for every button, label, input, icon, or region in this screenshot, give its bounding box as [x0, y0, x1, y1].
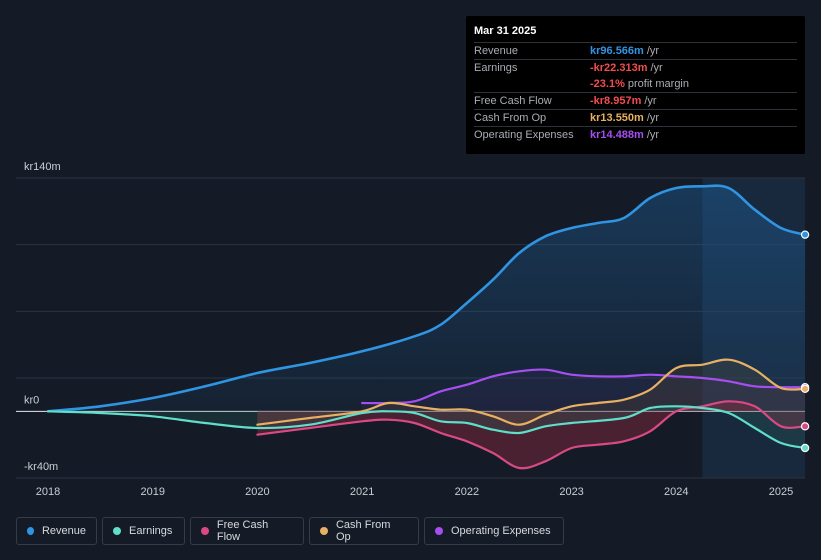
legend-opex[interactable]: Operating Expenses	[424, 517, 564, 545]
tooltip-cfo-label: Cash From Op	[474, 112, 547, 124]
series-end-dot-cfo	[800, 384, 810, 394]
y-tick-label: kr140m	[24, 161, 61, 173]
tooltip-panel: Mar 31 2025 Revenue kr96.566m /yr Earnin…	[466, 16, 805, 154]
area-earnings	[48, 406, 806, 448]
series-line-cfo	[256, 358, 807, 426]
series-line-revenue	[46, 184, 807, 413]
x-tick-label: 2018	[36, 486, 60, 498]
series-end-dot-earnings	[800, 443, 810, 453]
x-tick-label: 2022	[455, 486, 479, 498]
legend-opex-dot-icon	[435, 527, 443, 535]
series-line-fcf	[256, 400, 807, 470]
series-end-dot-revenue	[800, 230, 810, 239]
tooltip-opex-label: Operating Expenses	[474, 129, 574, 141]
legend-fcf-dot-icon	[201, 527, 209, 535]
legend-revenue-dot-icon	[27, 527, 34, 535]
x-tick-label: 2025	[769, 486, 793, 498]
legend-earnings-label: Earnings	[129, 525, 173, 537]
tooltip-date: Mar 31 2025	[474, 25, 537, 37]
tooltip-fcf-unit: /yr	[644, 95, 657, 107]
tooltip-cfo-unit: /yr	[646, 112, 660, 124]
area-revenue	[48, 185, 806, 412]
area-opex	[362, 369, 806, 412]
x-tick-label: 2021	[350, 486, 374, 498]
legend-opex-label: Operating Expenses	[451, 525, 551, 537]
tooltip-fcf-value: -kr8.957m	[590, 95, 642, 107]
x-tick-label: 2024	[664, 486, 688, 498]
tooltip-revenue-label: Revenue	[474, 45, 519, 57]
tooltip-margin-value: -23.1%	[590, 78, 625, 90]
y-tick-label: kr0	[24, 394, 39, 406]
y-tick-label: -kr40m	[24, 461, 58, 473]
x-tick-label: 2020	[245, 486, 269, 498]
tooltip-earnings-value: -kr22.313m	[590, 62, 648, 74]
legend-revenue-label: Revenue	[41, 525, 86, 537]
legend-earnings[interactable]: Earnings	[102, 517, 185, 545]
tooltip-fcf-label: Free Cash Flow	[474, 95, 552, 107]
legend-cfo-label: Cash From Op	[335, 519, 391, 543]
legend-earnings-dot-icon	[113, 527, 121, 535]
tooltip-revenue-unit: /yr	[646, 45, 660, 57]
tooltip-cfo-value: kr13.550m	[590, 112, 644, 124]
legend-fcf-label: Free Cash Flow	[216, 519, 269, 543]
x-tick-label: 2023	[559, 486, 583, 498]
series-line-opex	[361, 368, 807, 405]
legend-cfo[interactable]: Cash From Op	[309, 517, 419, 545]
area-fcf	[257, 401, 806, 469]
legend-fcf[interactable]: Free Cash Flow	[190, 517, 304, 545]
series-line-earnings	[46, 405, 807, 450]
legend-revenue[interactable]: Revenue	[16, 517, 97, 545]
tooltip-earnings-unit: /yr	[650, 62, 663, 74]
tooltip-opex-value: kr14.488m	[590, 129, 644, 141]
legend-cfo-dot-icon	[320, 527, 328, 535]
tooltip-margin-text: profit margin	[627, 78, 689, 90]
tooltip-earnings-label: Earnings	[474, 62, 518, 74]
tooltip-revenue-value: kr96.566m	[590, 45, 644, 57]
series-end-dot-fcf	[800, 422, 810, 431]
x-tick-label: 2019	[140, 486, 164, 498]
tooltip-opex-unit: /yr	[646, 129, 660, 141]
